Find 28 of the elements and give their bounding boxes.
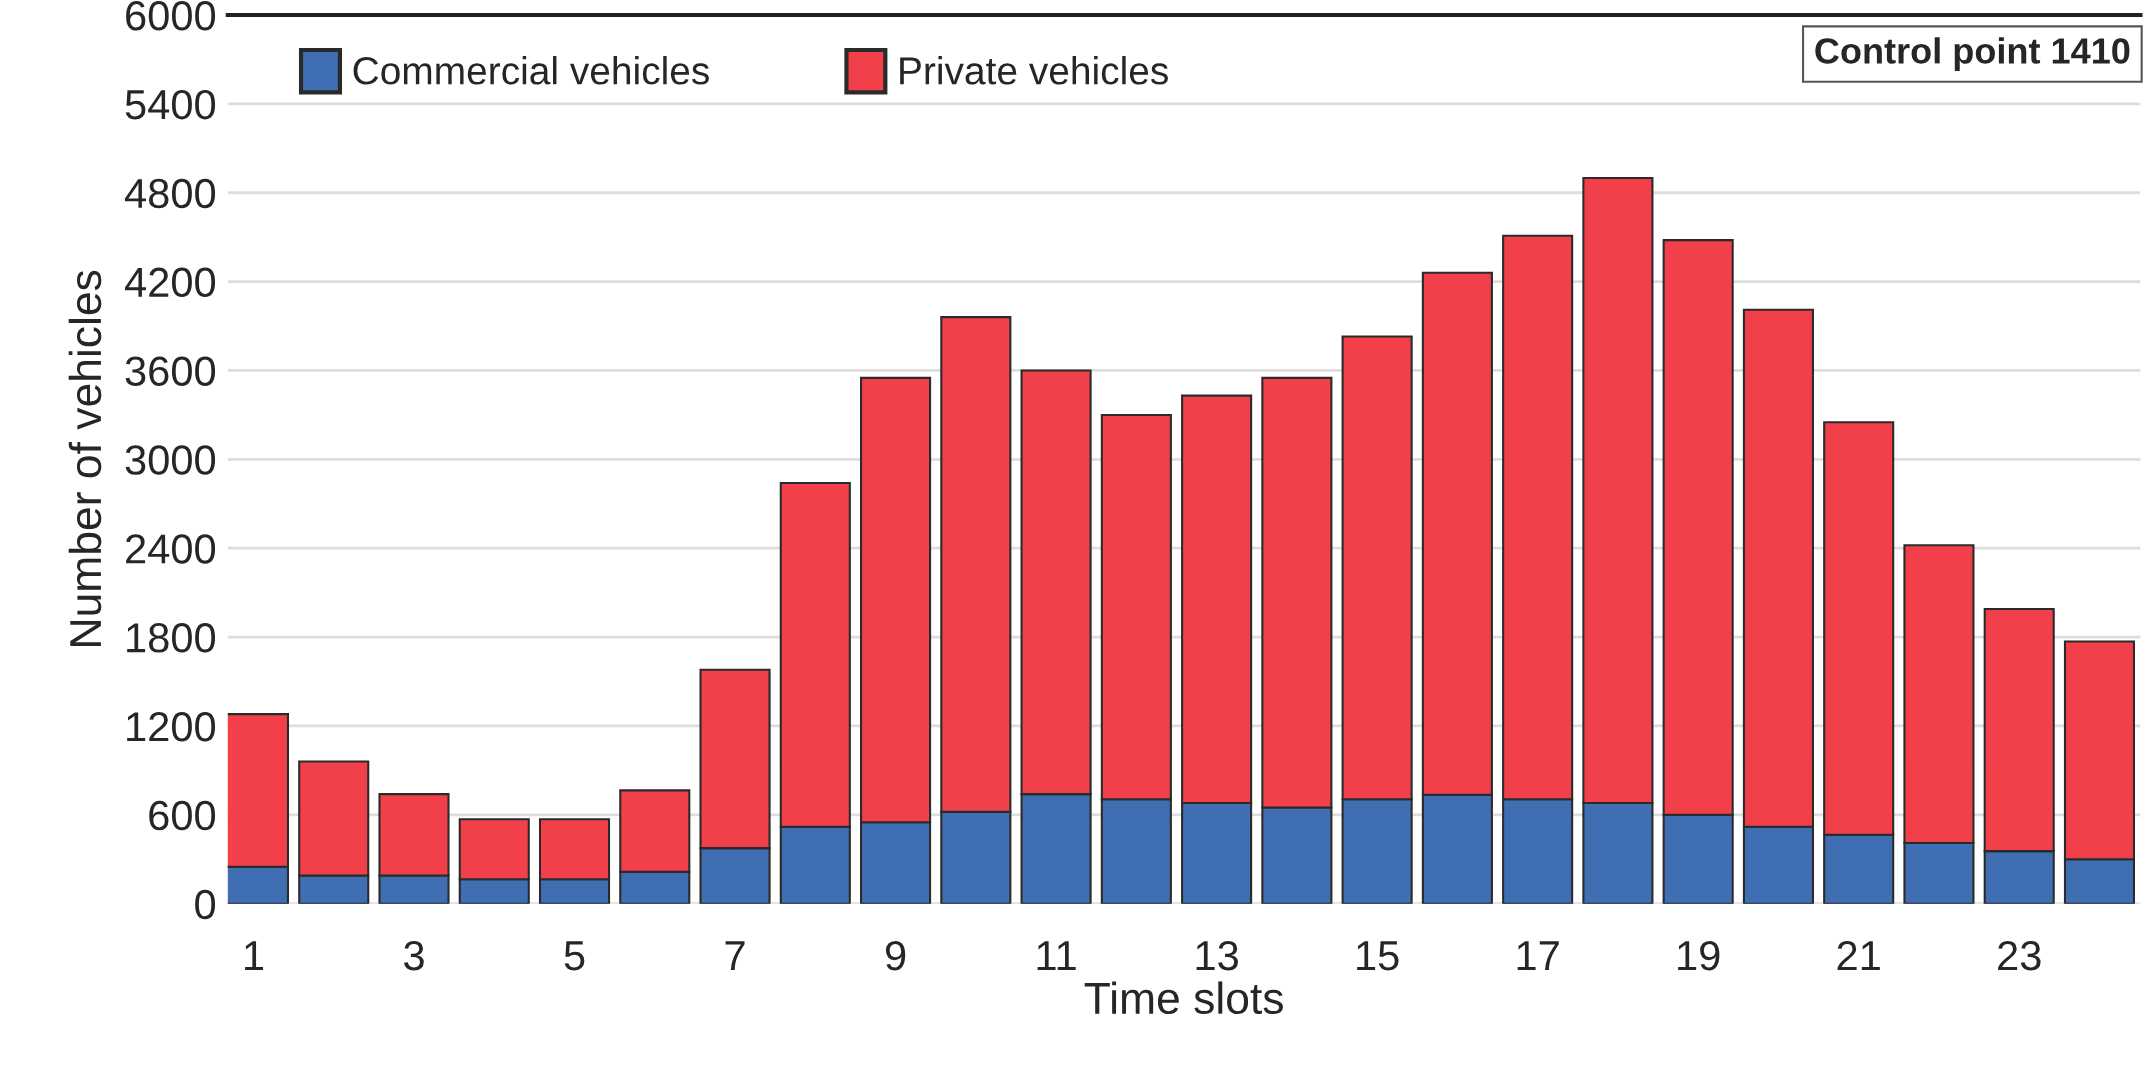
- y-tick-label: 4800: [124, 178, 216, 209]
- legend-label: Private vehicles: [900, 56, 1168, 85]
- y-tick-label: 6000: [126, 1, 216, 31]
- x-tick-label: 1: [245, 941, 264, 970]
- x-tick-label: 13: [1196, 940, 1238, 971]
- x-tick-label: 17: [1517, 941, 1559, 970]
- x-tick-label: 7: [725, 941, 745, 970]
- x-axis-title: Time slots: [1084, 981, 1283, 1015]
- x-tick-label: 9: [885, 940, 906, 971]
- y-tick-label: 1200: [127, 711, 216, 742]
- legend-label: Commercial vehicles: [353, 56, 709, 85]
- y-tick-label: 4200: [124, 267, 216, 298]
- x-tick-label: 3: [404, 940, 424, 971]
- y-tick-label: 0: [195, 889, 216, 920]
- x-tick-label: 5: [564, 941, 585, 971]
- x-tick-label: 11: [1037, 941, 1076, 970]
- y-tick-label: 2400: [126, 534, 216, 564]
- x-tick-label: 15: [1357, 941, 1399, 971]
- y-tick-label: 3600: [125, 356, 216, 386]
- y-axis-title: Number of vehicles: [68, 270, 102, 646]
- x-tick-label: 19: [1678, 940, 1720, 971]
- y-tick-label: 5400: [125, 89, 216, 120]
- y-tick-label: 600: [149, 800, 216, 831]
- x-tick-label: 23: [1998, 940, 2041, 971]
- annotation: Control point 1410: [1815, 37, 2130, 71]
- y-tick-label: 3000: [125, 445, 216, 475]
- y-tick-label: 1800: [127, 623, 216, 653]
- x-tick-label: 21: [1837, 940, 1880, 970]
